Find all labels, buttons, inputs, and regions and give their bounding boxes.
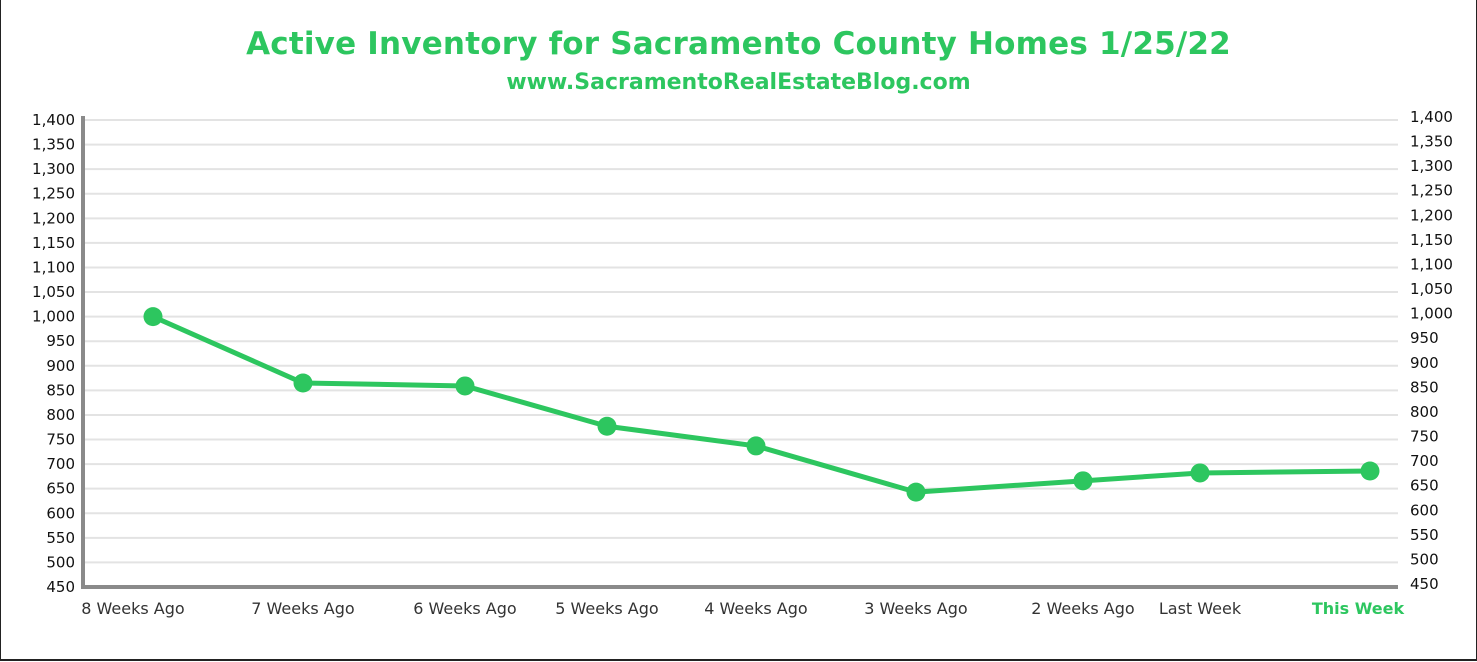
y-tick-label-left: 1,350 [32, 136, 75, 154]
x-tick-label: 3 Weeks Ago [864, 599, 967, 618]
x-axis-ticks: 8 Weeks Ago 7 Weeks Ago 6 Weeks Ago 5 Weeks… [81, 599, 1404, 618]
y-tick-label-right: 650 [1410, 477, 1439, 495]
y-tick-label-right: 1,050 [1410, 280, 1453, 298]
y-tick-label-right: 750 [1410, 428, 1439, 446]
x-tick-label: 8 Weeks Ago [81, 599, 184, 618]
y-tick-label-right: 700 [1410, 452, 1439, 470]
y-tick-label-left: 1,100 [32, 258, 75, 276]
data-point[interactable]: 3 Weeks Ago: 643 [906, 482, 926, 502]
y-tick-label-right: 550 [1410, 526, 1439, 544]
y-tick-label-right: 900 [1410, 354, 1439, 372]
data-point[interactable]: 7 Weeks Ago: 865 [293, 373, 313, 393]
y-tick-label-right: 450 [1410, 575, 1439, 593]
y-tick-label-right: 1,300 [1410, 157, 1453, 175]
y-tick-label-right: 1,000 [1410, 305, 1453, 323]
y-tick-label-right: 600 [1410, 501, 1439, 519]
chart-subtitle: www.SacramentoRealEstateBlog.com [506, 70, 971, 95]
y-tick-label-right: 1,100 [1410, 255, 1453, 273]
x-tick-label: 5 Weeks Ago [555, 599, 658, 618]
series-line [151, 314, 1371, 495]
y-tick-label-left: 1,400 [32, 111, 75, 129]
y-tick-label-right: 1,400 [1410, 108, 1453, 126]
y-tick-label-left: 900 [46, 357, 75, 375]
y-tick-label-left: 1,150 [32, 234, 75, 252]
y-tick-label-right: 800 [1410, 403, 1439, 421]
y-axis-right-ticks: 450 500 550 600 650 700 750 800 850 900 950 1,000 1,… [1410, 108, 1453, 593]
y-tick-label-left: 1,300 [32, 160, 75, 178]
gridlines [83, 119, 1398, 564]
y-tick-label-left: 700 [46, 455, 75, 473]
y-tick-label-left: 1,200 [32, 209, 75, 227]
x-tick-label: Last Week [1159, 599, 1242, 618]
y-tick-label-left: 800 [46, 406, 75, 424]
chart-title: Active Inventory for Sacramento County H… [246, 26, 1231, 62]
y-tick-label-left: 1,000 [32, 308, 75, 326]
x-tick-label: 4 Weeks Ago [704, 599, 807, 618]
y-tick-label-left: 600 [46, 504, 75, 522]
axes [81, 116, 1398, 589]
x-tick-label: 2 Weeks Ago [1031, 599, 1134, 618]
data-point[interactable]: 2 Weeks Ago: 666 [1073, 471, 1093, 491]
y-tick-label-right: 1,350 [1410, 133, 1453, 151]
y-tick-label-left: 450 [46, 578, 75, 596]
data-point[interactable]: This Week: 686 [1360, 461, 1380, 481]
y-tick-label-right: 1,200 [1410, 206, 1453, 224]
data-point[interactable]: 8 Weeks Ago: 1000 [143, 307, 163, 327]
data-point[interactable]: 5 Weeks Ago: 777 [597, 416, 617, 436]
y-tick-label-left: 550 [46, 529, 75, 547]
y-tick-label-left: 500 [46, 553, 75, 571]
y-axis-left-ticks: 450 500 550 600 650 700 750 800 850 900 950 1,000 1,… [32, 111, 75, 596]
series-active-inventory: 8 Weeks Ago: 1000 7 Weeks Ago: 865 6 Weeks… [143, 307, 1380, 502]
data-point[interactable]: Last Week: 682 [1190, 463, 1210, 483]
y-tick-label-left: 650 [46, 480, 75, 498]
y-tick-label-right: 1,250 [1410, 182, 1453, 200]
x-tick-label: This Week [1312, 599, 1405, 618]
data-point[interactable]: 6 Weeks Ago: 859 [455, 376, 475, 396]
y-tick-label-left: 1,250 [32, 185, 75, 203]
y-tick-label-left: 1,050 [32, 283, 75, 301]
x-tick-label: 7 Weeks Ago [251, 599, 354, 618]
x-tick-label: 6 Weeks Ago [413, 599, 516, 618]
y-tick-label-right: 1,150 [1410, 231, 1453, 249]
y-tick-label-right: 950 [1410, 329, 1439, 347]
data-point[interactable]: 4 Weeks Ago: 737 [746, 436, 766, 456]
y-tick-label-left: 950 [46, 332, 75, 350]
y-tick-label-left: 850 [46, 381, 75, 399]
y-tick-label-right: 850 [1410, 378, 1439, 396]
y-tick-label-right: 500 [1410, 550, 1439, 568]
y-tick-label-left: 750 [46, 431, 75, 449]
